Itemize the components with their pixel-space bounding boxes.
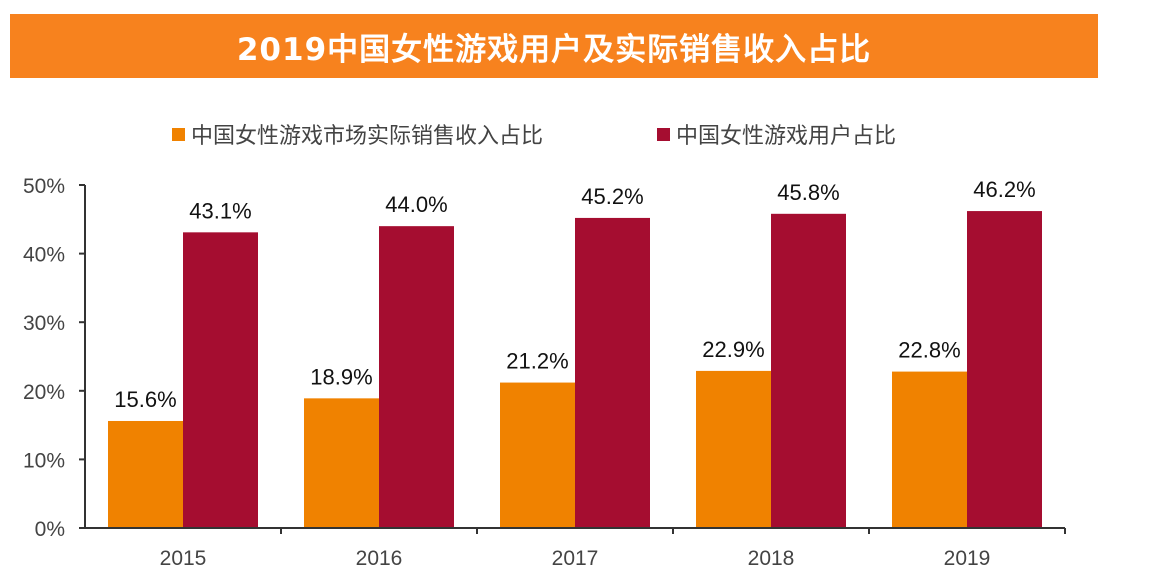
data-label-2016-series-1: 44.0% — [385, 192, 447, 217]
bar-2019-series-1 — [967, 211, 1042, 528]
data-label-2015-series-1: 43.1% — [189, 198, 251, 223]
bar-2016-series-1 — [379, 226, 454, 528]
x-tick-label-2016: 2016 — [356, 547, 403, 570]
y-tick-label-10%: 10% — [23, 449, 65, 472]
y-tick-label-40%: 40% — [23, 244, 65, 267]
x-tick-label-2015: 2015 — [160, 547, 207, 570]
data-label-2018-series-0: 22.9% — [702, 337, 764, 362]
bar-2018-series-0 — [696, 370, 771, 528]
data-label-2017-series-0: 21.2% — [506, 349, 568, 374]
legend-swatch-users — [657, 127, 670, 141]
x-tick-label-2018: 2018 — [748, 547, 795, 570]
data-label-2019-series-1: 46.2% — [973, 177, 1035, 202]
y-tick-label-50%: 50% — [23, 175, 65, 198]
legend-item-revenue: 中国女性游戏市场实际销售收入占比 — [172, 118, 543, 150]
bar-2016-series-0 — [304, 398, 379, 528]
bar-2015-series-1 — [183, 232, 258, 529]
y-tick-label-20%: 20% — [23, 381, 65, 404]
data-label-2018-series-1: 45.8% — [777, 180, 839, 205]
legend-label-users: 中国女性游戏用户占比 — [676, 124, 897, 149]
bar-2019-series-0 — [892, 371, 967, 528]
y-tick-label-0%: 0% — [35, 518, 65, 541]
legend-label-revenue: 中国女性游戏市场实际销售收入占比 — [191, 124, 544, 149]
data-label-2016-series-0: 18.9% — [310, 364, 372, 389]
legend-swatch-revenue — [172, 127, 185, 141]
chart-title: 2019中国女性游戏用户及实际销售收入占比 — [236, 31, 872, 68]
data-label-2015-series-0: 15.6% — [114, 387, 176, 412]
data-label-2019-series-0: 22.8% — [898, 338, 960, 363]
legend-item-users: 中国女性游戏用户占比 — [657, 118, 896, 150]
data-label-2017-series-1: 45.2% — [581, 184, 643, 209]
bar-2015-series-0 — [108, 420, 183, 528]
title-banner: 2019中国女性游戏用户及实际销售收入占比 — [10, 14, 1098, 78]
bar-2018-series-1 — [771, 213, 846, 528]
x-tick-label-2017: 2017 — [552, 547, 599, 570]
bar-2017-series-0 — [500, 382, 575, 528]
x-tick-label-2019: 2019 — [944, 547, 991, 570]
y-tick-label-30%: 30% — [23, 312, 65, 335]
bar-2017-series-1 — [575, 217, 650, 529]
